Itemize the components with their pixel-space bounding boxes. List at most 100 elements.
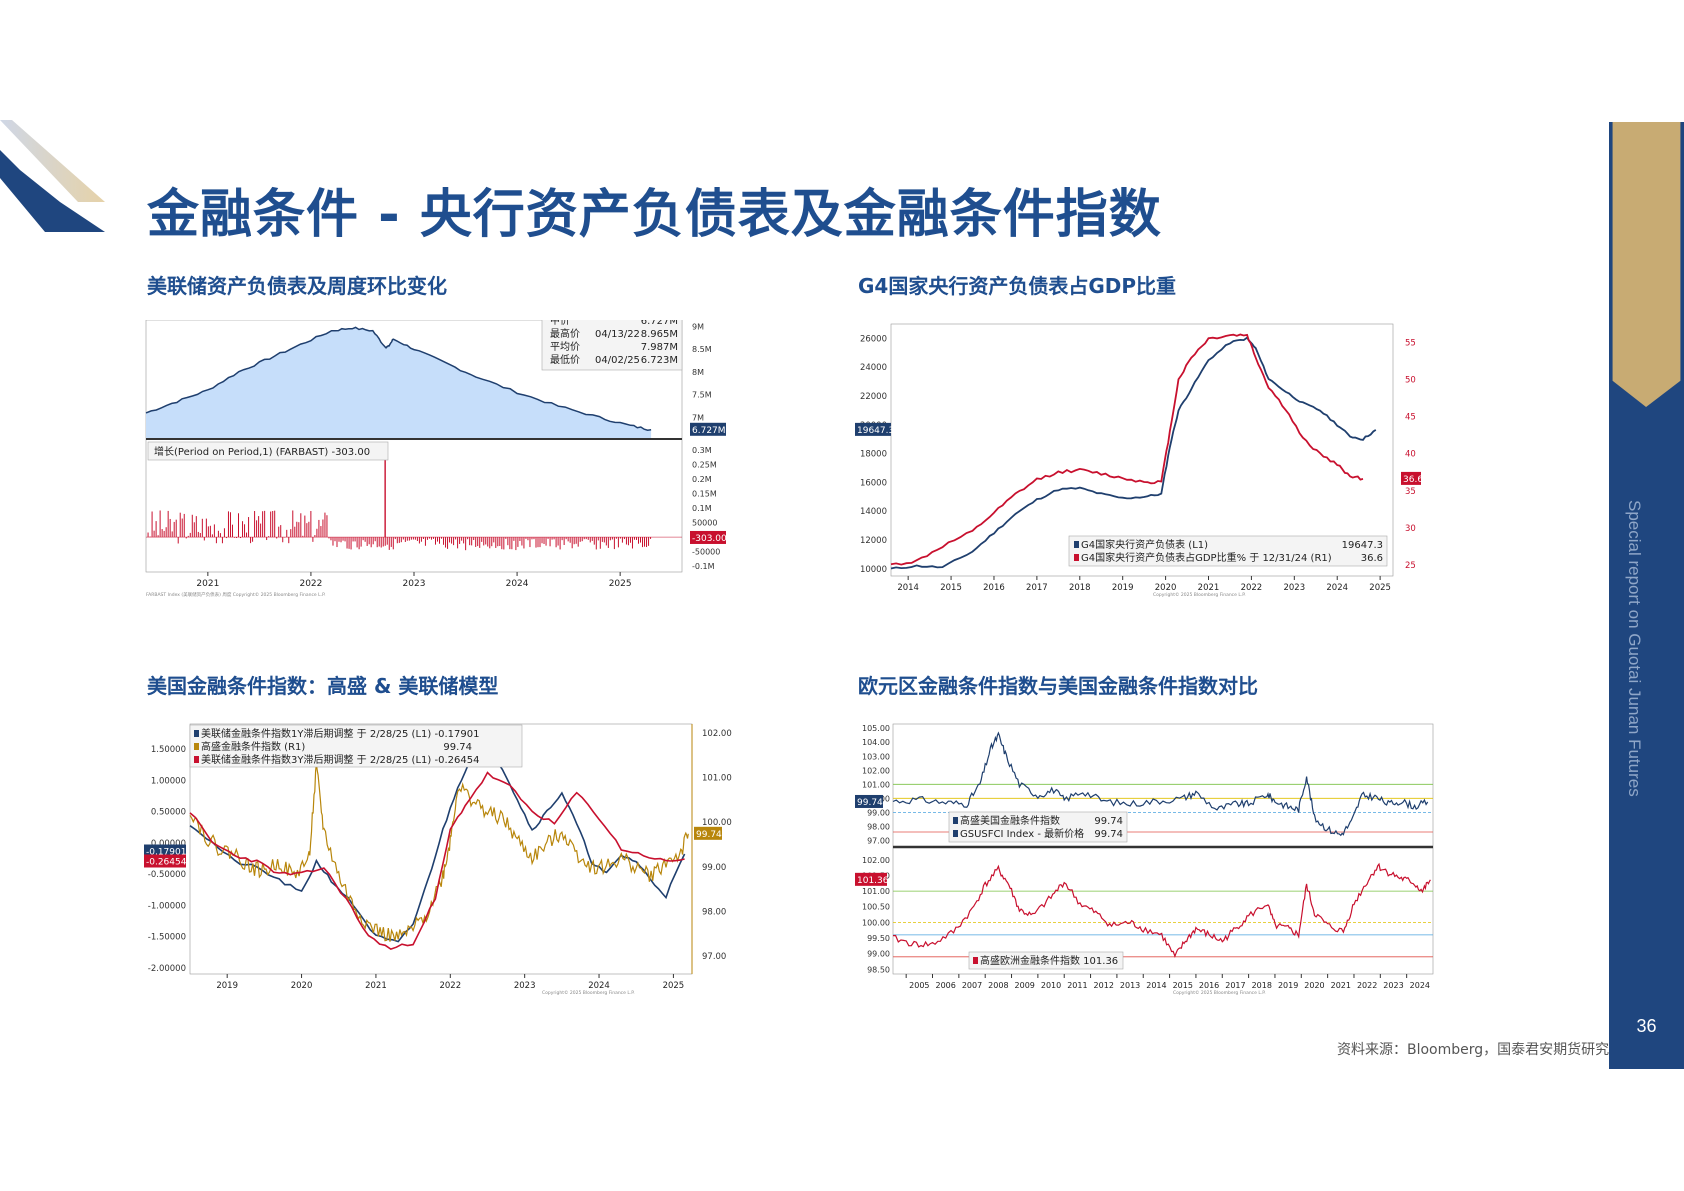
chart2-legend-swatch — [1074, 541, 1079, 548]
chart1-x-tick: 2021 — [196, 579, 219, 589]
chart4-top-y-tick: 102.00 — [862, 766, 890, 775]
chart4-x-tick: 2018 — [1252, 981, 1272, 990]
chart2-left-y-tick: 12000 — [860, 536, 887, 546]
chart3-legend-swatch — [194, 730, 199, 737]
chart4-bottom-y-tick: 100.00 — [862, 918, 890, 927]
chart4-top-y-tick: 105.00 — [862, 724, 890, 733]
chart4-bottom-y-tick: 100.50 — [862, 903, 890, 912]
chart4-x-tick: 2010 — [1041, 981, 1061, 990]
chart4-x-tick: 2021 — [1331, 981, 1351, 990]
chart3-series-line — [189, 746, 686, 943]
chart2-legend-value: 36.6 — [1361, 553, 1383, 564]
chart4-top-y-tick: 104.00 — [862, 738, 890, 747]
chart2-right-y-tick: 55 — [1405, 339, 1416, 349]
chart1-legend-value: 6.723M — [641, 355, 678, 366]
chart2-right-y-tick: 30 — [1405, 524, 1416, 534]
chart2-footnote: Copyright© 2025 Bloomberg Finance L.P. — [1153, 591, 1246, 598]
chart3-left-y-tick: 1.50000 — [151, 745, 186, 755]
chart2-left-y-tick: 22000 — [860, 392, 887, 402]
chart2-x-tick: 2020 — [1155, 583, 1177, 593]
page-title: 金融条件 - 央行资产负债表及金融条件指数 — [147, 185, 1162, 245]
chart1-footnote: FARBAST Index (美联储资产负债表) 周度 Copyright© 2… — [146, 591, 326, 598]
chart2-right-last-label: 36.6 — [1403, 475, 1423, 485]
chart2-series-line — [890, 336, 1377, 570]
chart4-x-tick: 2008 — [988, 981, 1008, 990]
chart1-bottom-last-label: -303.00 — [692, 534, 727, 544]
chart3-left-last-label-3y: -0.26454 — [146, 858, 187, 868]
chart4-bottom-y-tick: 98.50 — [867, 965, 890, 974]
chart3-legend-swatch — [194, 743, 199, 750]
eu-us-fci-chart: 105.00 104.00 103.00 102.00 101.00 100.00 99.0… — [855, 723, 1434, 996]
chart1-top-last-label-bg — [690, 422, 726, 436]
g4-balance-sheet-chart: 2600024000220002000018000160001400012000… — [855, 323, 1423, 598]
chart2-plot-frame — [890, 323, 1394, 577]
chart1-legend-label: 最高价 — [550, 327, 580, 340]
chart2-legend-value: 19647.3 — [1342, 540, 1383, 551]
chart2-legend-box — [1068, 535, 1388, 567]
chart3-right-y-tick: 97.00 — [702, 952, 726, 962]
chart4-bottom-y-tick: 99.50 — [867, 934, 890, 943]
chart4-bottom-y-tick: 101.00 — [862, 887, 890, 896]
chart4-bottom-legend-box — [968, 951, 1124, 970]
chart1-legend-label: 最低价 — [550, 353, 580, 366]
chart4-title: 欧元区金融条件指数与美国金融条件指数对比 — [858, 674, 1258, 698]
chart3-left-last-label-1y: -0.17901 — [146, 848, 186, 858]
chart4-top-y-tick: 99.00 — [867, 808, 890, 817]
chart4-top-legend-label: 高盛美国金融条件指数 — [960, 814, 1060, 827]
chart4-x-tick: 2015 — [1173, 981, 1193, 990]
chart3-x-tick: 2023 — [514, 981, 536, 991]
chart2-left-y-tick: 26000 — [860, 334, 887, 344]
chart4-top-last-label: 99.74 — [857, 798, 883, 808]
chart4-x-tick: 2006 — [936, 981, 956, 990]
chart1-bottom-y-tick: 0.25M — [692, 460, 717, 469]
chart3-right-y-tick: 99.00 — [702, 863, 726, 873]
chart1-title: 美联储资产负债表及周度环比变化 — [147, 274, 447, 298]
chart4-bottom-legend-swatch — [973, 957, 978, 964]
chart3-series-line — [189, 771, 685, 950]
fed-balance-sheet-chart: 9M 8.5M 8M 7.5M 7M 6.727M 中价 6.727M 最高价 04/13/22 8… — [145, 320, 727, 598]
chart2-x-tick: 2021 — [1198, 583, 1220, 593]
chart2-left-y-tick: 10000 — [860, 565, 887, 575]
chart4-bottom-legend: 高盛欧洲金融条件指数 101.36 — [980, 954, 1118, 967]
chart2-x-tick: 2022 — [1241, 583, 1263, 593]
chart3-legend-swatch — [194, 756, 199, 763]
chart3-legend-box — [189, 724, 523, 768]
chart2-legend-label: G4国家央行资产负债表占GDP比重% 于 12/31/24 (R1) — [1081, 551, 1332, 564]
chart3-x-tick: 2024 — [588, 981, 610, 991]
chart2-title: G4国家央行资产负债表占GDP比重 — [858, 274, 1177, 298]
chart3-x-tick: 2021 — [365, 981, 387, 991]
chart1-bottom-legend-box — [147, 441, 389, 461]
chart4-bottom-y-tick: 102.00 — [862, 856, 890, 865]
chart4-bottom-last-label-bg — [855, 872, 887, 886]
sidebar-gold-band — [1612, 122, 1681, 407]
chart2-right-y-tick: 50 — [1405, 376, 1416, 386]
chart1-x-tick: 2025 — [609, 579, 632, 589]
chart3-x-tick: 2019 — [216, 981, 238, 991]
chart4-top-y-tick: 97.00 — [867, 836, 890, 845]
chart2-left-y-tick: 18000 — [860, 450, 887, 460]
source-note: 资料来源：Bloomberg，国泰君安期货研究 — [1337, 1042, 1610, 1058]
chart1-x-tick: 2023 — [403, 579, 426, 589]
chart4-top-legend-label: GSUSFCI Index - 最新价格 — [960, 827, 1084, 840]
chart2-legend-swatch — [1074, 554, 1079, 561]
chart3-title: 美国金融条件指数：高盛 & 美联储模型 — [147, 674, 499, 698]
chart4-footnote: Copyright© 2025 Bloomberg Finance L.P. — [1173, 989, 1266, 996]
chart3-x-tick: 2020 — [291, 981, 313, 991]
chart2-x-tick: 2018 — [1069, 583, 1091, 593]
corner-stripes-decoration — [0, 120, 105, 232]
chart3-left-y-tick: -1.50000 — [148, 933, 186, 943]
chart1-top-legend: 中价 6.727M 最高价 04/13/22 8.965M 平均价 7.987M 最低价 04/… — [541, 320, 683, 371]
chart1-bottom-legend: 增长(Period on Period,1) (FARBAST) -303.00 — [154, 445, 370, 458]
chart4-x-tick: 2013 — [1120, 981, 1140, 990]
chart1-top-y-tick: 8M — [692, 368, 704, 377]
chart2-legend: G4国家央行资产负债表 (L1) 19647.3 G4国家央行资产负债表占GDP比重… — [1068, 535, 1388, 567]
chart1-x-tick: 2022 — [299, 579, 322, 589]
chart4-x-tick: 2020 — [1304, 981, 1324, 990]
chart1-bottom-y-tick: 0.3M — [692, 446, 712, 455]
chart3-legend-label: 美联储金融条件指数1Y滞后期调整 于 2/28/25 (L1) -0.17901 — [201, 727, 479, 740]
chart3-x-tick: 2022 — [439, 981, 461, 991]
chart3-series-line — [189, 763, 689, 942]
chart4-x-tick: 2024 — [1410, 981, 1430, 990]
chart4-x-tick: 2023 — [1383, 981, 1403, 990]
chart3-left-y-tick: -2.00000 — [148, 964, 186, 974]
